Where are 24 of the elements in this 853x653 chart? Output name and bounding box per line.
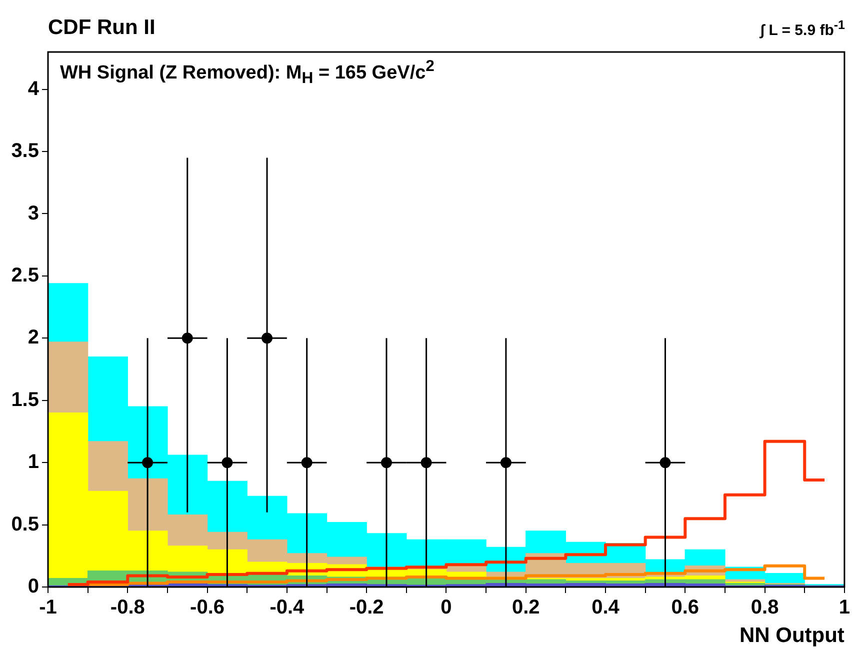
x-tick-label: 0 xyxy=(440,596,452,619)
x-tick-label: 0.4 xyxy=(592,596,620,619)
y-tick-label: 1 xyxy=(28,451,39,474)
text: ∫ L = 5.9 fb$^{-1}$ xyxy=(760,18,845,39)
y-tick-label: 0 xyxy=(28,576,39,598)
x-tick-label: 1 xyxy=(838,596,850,619)
y-tick-label: 2.5 xyxy=(11,264,39,286)
y-tick-label: 3 xyxy=(28,202,39,224)
x-tick-label: -0.8 xyxy=(110,596,145,619)
annotation: WH Signal (Z Removed): M$_{H}$ = 165 GeV/c$^{2}$ xyxy=(60,58,434,88)
y-tick-label: 4 xyxy=(28,78,40,100)
x-tick-label: 0.2 xyxy=(512,596,540,619)
x-tick-label: 0.8 xyxy=(750,596,779,619)
x-tick-label: -1 xyxy=(39,596,57,619)
y-tick-label: 1.5 xyxy=(11,388,39,411)
y-tick-label: 3.5 xyxy=(11,140,39,162)
x-tick-label: -0.4 xyxy=(270,596,306,619)
x-tick-label: -0.6 xyxy=(190,596,225,619)
x-tick-label: -0.2 xyxy=(349,596,384,619)
x-axis-title: NN Output xyxy=(739,624,844,648)
x-tick-label: 0.6 xyxy=(671,596,700,619)
y-tick-label: 2 xyxy=(28,326,39,349)
chart-title: CDF Run II xyxy=(48,16,156,40)
y-tick-label: 0.5 xyxy=(11,513,39,536)
